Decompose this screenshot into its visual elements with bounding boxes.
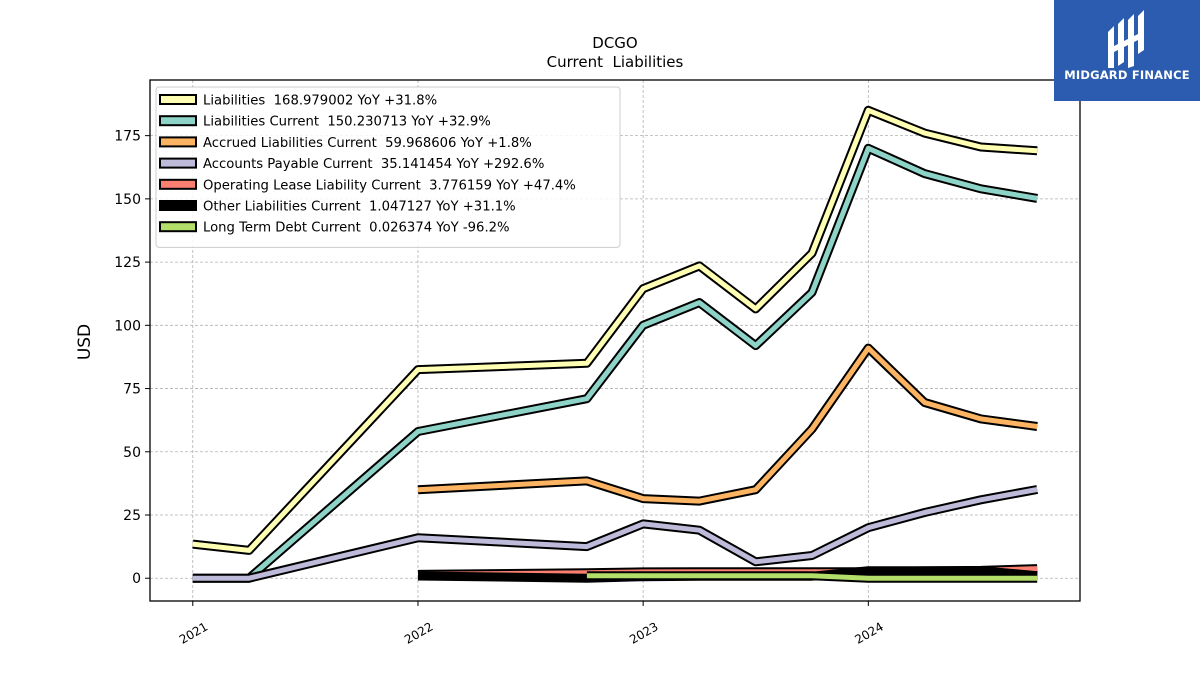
x-tick-label: 2022 (402, 619, 435, 646)
series-line (192, 485, 1039, 583)
legend-swatch (159, 178, 197, 190)
series-fill (586, 573, 1038, 581)
legend-item: Accounts Payable Current 35.141454 YoY +… (159, 157, 544, 172)
plot-frame (149, 79, 1081, 602)
y-tick-label: 0 (132, 571, 141, 587)
x-tick-label: 2023 (627, 619, 660, 646)
series-outline (417, 343, 1038, 506)
series-fill (192, 145, 1038, 581)
y-tick-label: 150 (114, 192, 141, 208)
series-line (192, 105, 1038, 555)
series-fill (192, 107, 1038, 553)
legend-swatch (159, 94, 197, 105)
series-lines (192, 105, 1039, 583)
legend-item: Long Term Debt Current 0.026374 YoY -96.… (159, 221, 510, 236)
legend-label: Liabilities 168.979002 YoY +31.8% (203, 94, 437, 109)
legend-swatch (159, 200, 197, 211)
series-line (192, 143, 1038, 583)
legend-swatch (159, 115, 197, 127)
legend-swatch (159, 157, 197, 169)
x-axis: 2021 2022 2023 2024 (177, 601, 886, 647)
legend-item: Operating Lease Liability Current 3.7761… (159, 178, 576, 193)
series-line (586, 571, 1038, 583)
legend-item: Liabilities 168.979002 YoY +31.8% (159, 94, 437, 109)
series-fill (192, 487, 1038, 581)
y-tick-label: 25 (123, 508, 141, 524)
y-axis: 0 25 50 75 100 125 150 175 (114, 129, 150, 587)
legend-item: Accrued Liabilities Current 59.968606 Yo… (159, 136, 532, 151)
series-line (417, 343, 1038, 506)
chart-subtitle: Current Liabilities (547, 53, 684, 71)
chart-title: DCGO (592, 34, 637, 52)
brand-mark-icon (1108, 10, 1144, 68)
series-fill (417, 345, 1038, 504)
legend-label: Accounts Payable Current 35.141454 YoY +… (203, 157, 544, 172)
x-tick-label: 2024 (852, 619, 885, 646)
legend-swatch (159, 221, 197, 233)
y-tick-label: 50 (123, 445, 141, 461)
legend-label: Other Liabilities Current 1.047127 YoY +… (203, 200, 516, 215)
brand-name: MIDGARD FINANCE (1064, 68, 1190, 82)
legend-swatch (159, 136, 197, 148)
legend-item: Liabilities Current 150.230713 YoY +32.9… (159, 115, 491, 130)
y-axis-label: USD (75, 324, 95, 360)
brand-logo: MIDGARD FINANCE (1054, 0, 1200, 101)
legend-box (155, 86, 621, 248)
legend: Liabilities 168.979002 YoY +31.8% Liabili… (155, 86, 621, 248)
y-tick-label: 75 (123, 382, 141, 398)
x-tick-label: 2021 (177, 619, 210, 646)
legend-label: Liabilities Current 150.230713 YoY +32.9… (203, 115, 491, 130)
y-tick-label: 125 (114, 255, 141, 271)
legend-label: Long Term Debt Current 0.026374 YoY -96.… (203, 221, 510, 236)
y-tick-label: 175 (114, 129, 141, 145)
legend-item: Other Liabilities Current 1.047127 YoY +… (159, 200, 516, 215)
legend-label: Operating Lease Liability Current 3.7761… (203, 178, 576, 193)
y-tick-label: 100 (114, 318, 141, 334)
legend-label: Accrued Liabilities Current 59.968606 Yo… (203, 136, 532, 151)
